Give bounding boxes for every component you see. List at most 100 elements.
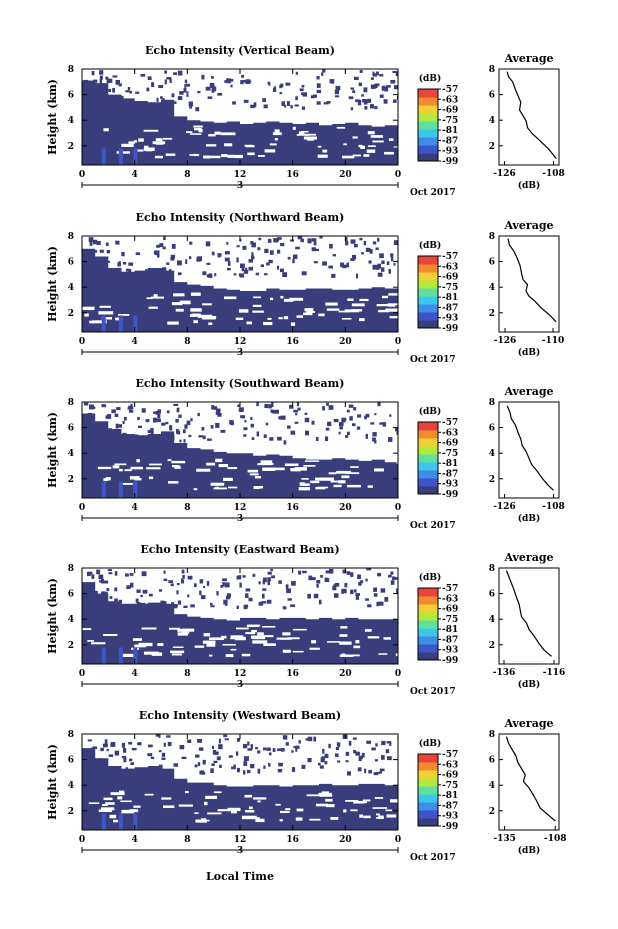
echo-gap — [259, 463, 274, 465]
echo-gap — [206, 144, 217, 147]
echo-speckle — [355, 595, 360, 600]
echo-gap — [238, 309, 249, 313]
echo-speckle — [368, 260, 372, 264]
echo-gap — [225, 654, 234, 658]
echo-gap — [203, 155, 211, 159]
colorbar-swatch — [418, 770, 438, 779]
echo-speckle — [222, 582, 225, 587]
echo-speckle — [186, 420, 191, 426]
colorbar-swatch — [418, 644, 438, 653]
echo-speckle — [177, 600, 182, 605]
echo-speckle — [377, 272, 383, 277]
echo-speckle — [350, 107, 354, 111]
echo-speckle — [251, 437, 255, 440]
echo-speckle — [186, 83, 191, 87]
echo-speckle — [307, 758, 312, 763]
heatmap-title: Echo Intensity (Southward Beam) — [136, 377, 345, 390]
echo-speckle — [201, 427, 205, 431]
profile-unit: (dB) — [518, 513, 540, 524]
echo-speckle — [352, 737, 357, 740]
y-tick-label: 8 — [68, 398, 74, 408]
echo-speckle — [313, 736, 317, 742]
echo-speckle — [358, 99, 362, 103]
echo-speckle — [226, 78, 231, 84]
echo-gap — [352, 136, 358, 139]
echo-speckle — [187, 594, 190, 598]
profile-y-tick-label: 2 — [489, 475, 495, 485]
echo-speckle — [196, 257, 201, 262]
echo-speckle — [264, 248, 269, 254]
echo-gap — [171, 653, 182, 656]
echo-speckle — [358, 756, 362, 762]
echo-speckle — [241, 266, 245, 272]
echo-speckle — [99, 580, 102, 583]
echo-gap — [263, 322, 273, 326]
echo-gap — [245, 145, 255, 148]
strong-echo — [133, 481, 138, 498]
echo-gap — [105, 477, 111, 481]
echo-gap — [230, 635, 244, 638]
echo-speckle — [148, 744, 153, 748]
echo-speckle — [147, 753, 153, 757]
echo-speckle — [101, 404, 107, 408]
echo-gap — [252, 310, 264, 313]
echo-speckle — [380, 255, 383, 259]
echo-gap — [228, 486, 238, 489]
echo-gap — [144, 793, 154, 796]
echo-gap — [274, 129, 280, 133]
echo-speckle — [325, 570, 330, 574]
echo-speckle — [285, 584, 289, 590]
echo-speckle — [173, 403, 179, 407]
echo-speckle — [248, 597, 253, 602]
echo-speckle — [277, 748, 283, 752]
echo-speckle — [348, 96, 354, 100]
echo-speckle — [140, 74, 146, 77]
echo-speckle — [322, 69, 326, 73]
echo-speckle — [350, 572, 354, 577]
x-tick-label: 12 — [234, 170, 247, 180]
echo-speckle — [163, 578, 168, 582]
echo-speckle — [236, 738, 241, 742]
echo-speckle — [91, 92, 97, 97]
echo-speckle — [293, 746, 298, 749]
echo-speckle — [203, 759, 206, 764]
echo-gap — [218, 464, 229, 468]
echo-speckle — [128, 741, 133, 745]
echo-gap — [285, 808, 291, 811]
echo-speckle — [316, 76, 320, 80]
echo-speckle — [89, 588, 93, 593]
echo-speckle — [113, 95, 117, 99]
echo-speckle — [205, 241, 211, 247]
x-tick-label: 20 — [339, 669, 352, 679]
echo-gap — [132, 638, 142, 641]
echo-speckle — [104, 105, 107, 109]
profile-y-tick-label: 2 — [489, 641, 495, 651]
date-month-label: Oct 2017 — [410, 188, 456, 198]
profile-y-tick-label: 6 — [489, 756, 495, 766]
echo-speckle — [114, 598, 118, 603]
echo-gap — [359, 298, 369, 302]
echo-speckle — [158, 85, 164, 89]
echo-speckle — [295, 748, 298, 752]
echo-speckle — [93, 239, 98, 245]
echo-speckle — [376, 71, 379, 76]
echo-speckle — [379, 771, 382, 774]
echo-gap — [367, 485, 373, 488]
echo-speckle — [352, 90, 356, 93]
echo-speckle — [100, 271, 104, 275]
echo-speckle — [365, 433, 369, 439]
echo-speckle — [136, 602, 141, 606]
echo-speckle — [95, 763, 100, 766]
echo-speckle — [257, 750, 261, 754]
echo-gap — [235, 317, 244, 321]
echo-gap — [194, 645, 205, 648]
date-month-label: Oct 2017 — [410, 687, 456, 697]
echo-speckle — [197, 739, 203, 743]
colorbar-swatch — [418, 105, 438, 114]
echo-speckle — [84, 269, 89, 272]
echo-speckle — [257, 247, 261, 251]
echo-gap — [388, 293, 398, 296]
echo-gap — [363, 154, 370, 157]
echo-speckle — [206, 581, 210, 586]
echo-gap — [395, 653, 398, 657]
